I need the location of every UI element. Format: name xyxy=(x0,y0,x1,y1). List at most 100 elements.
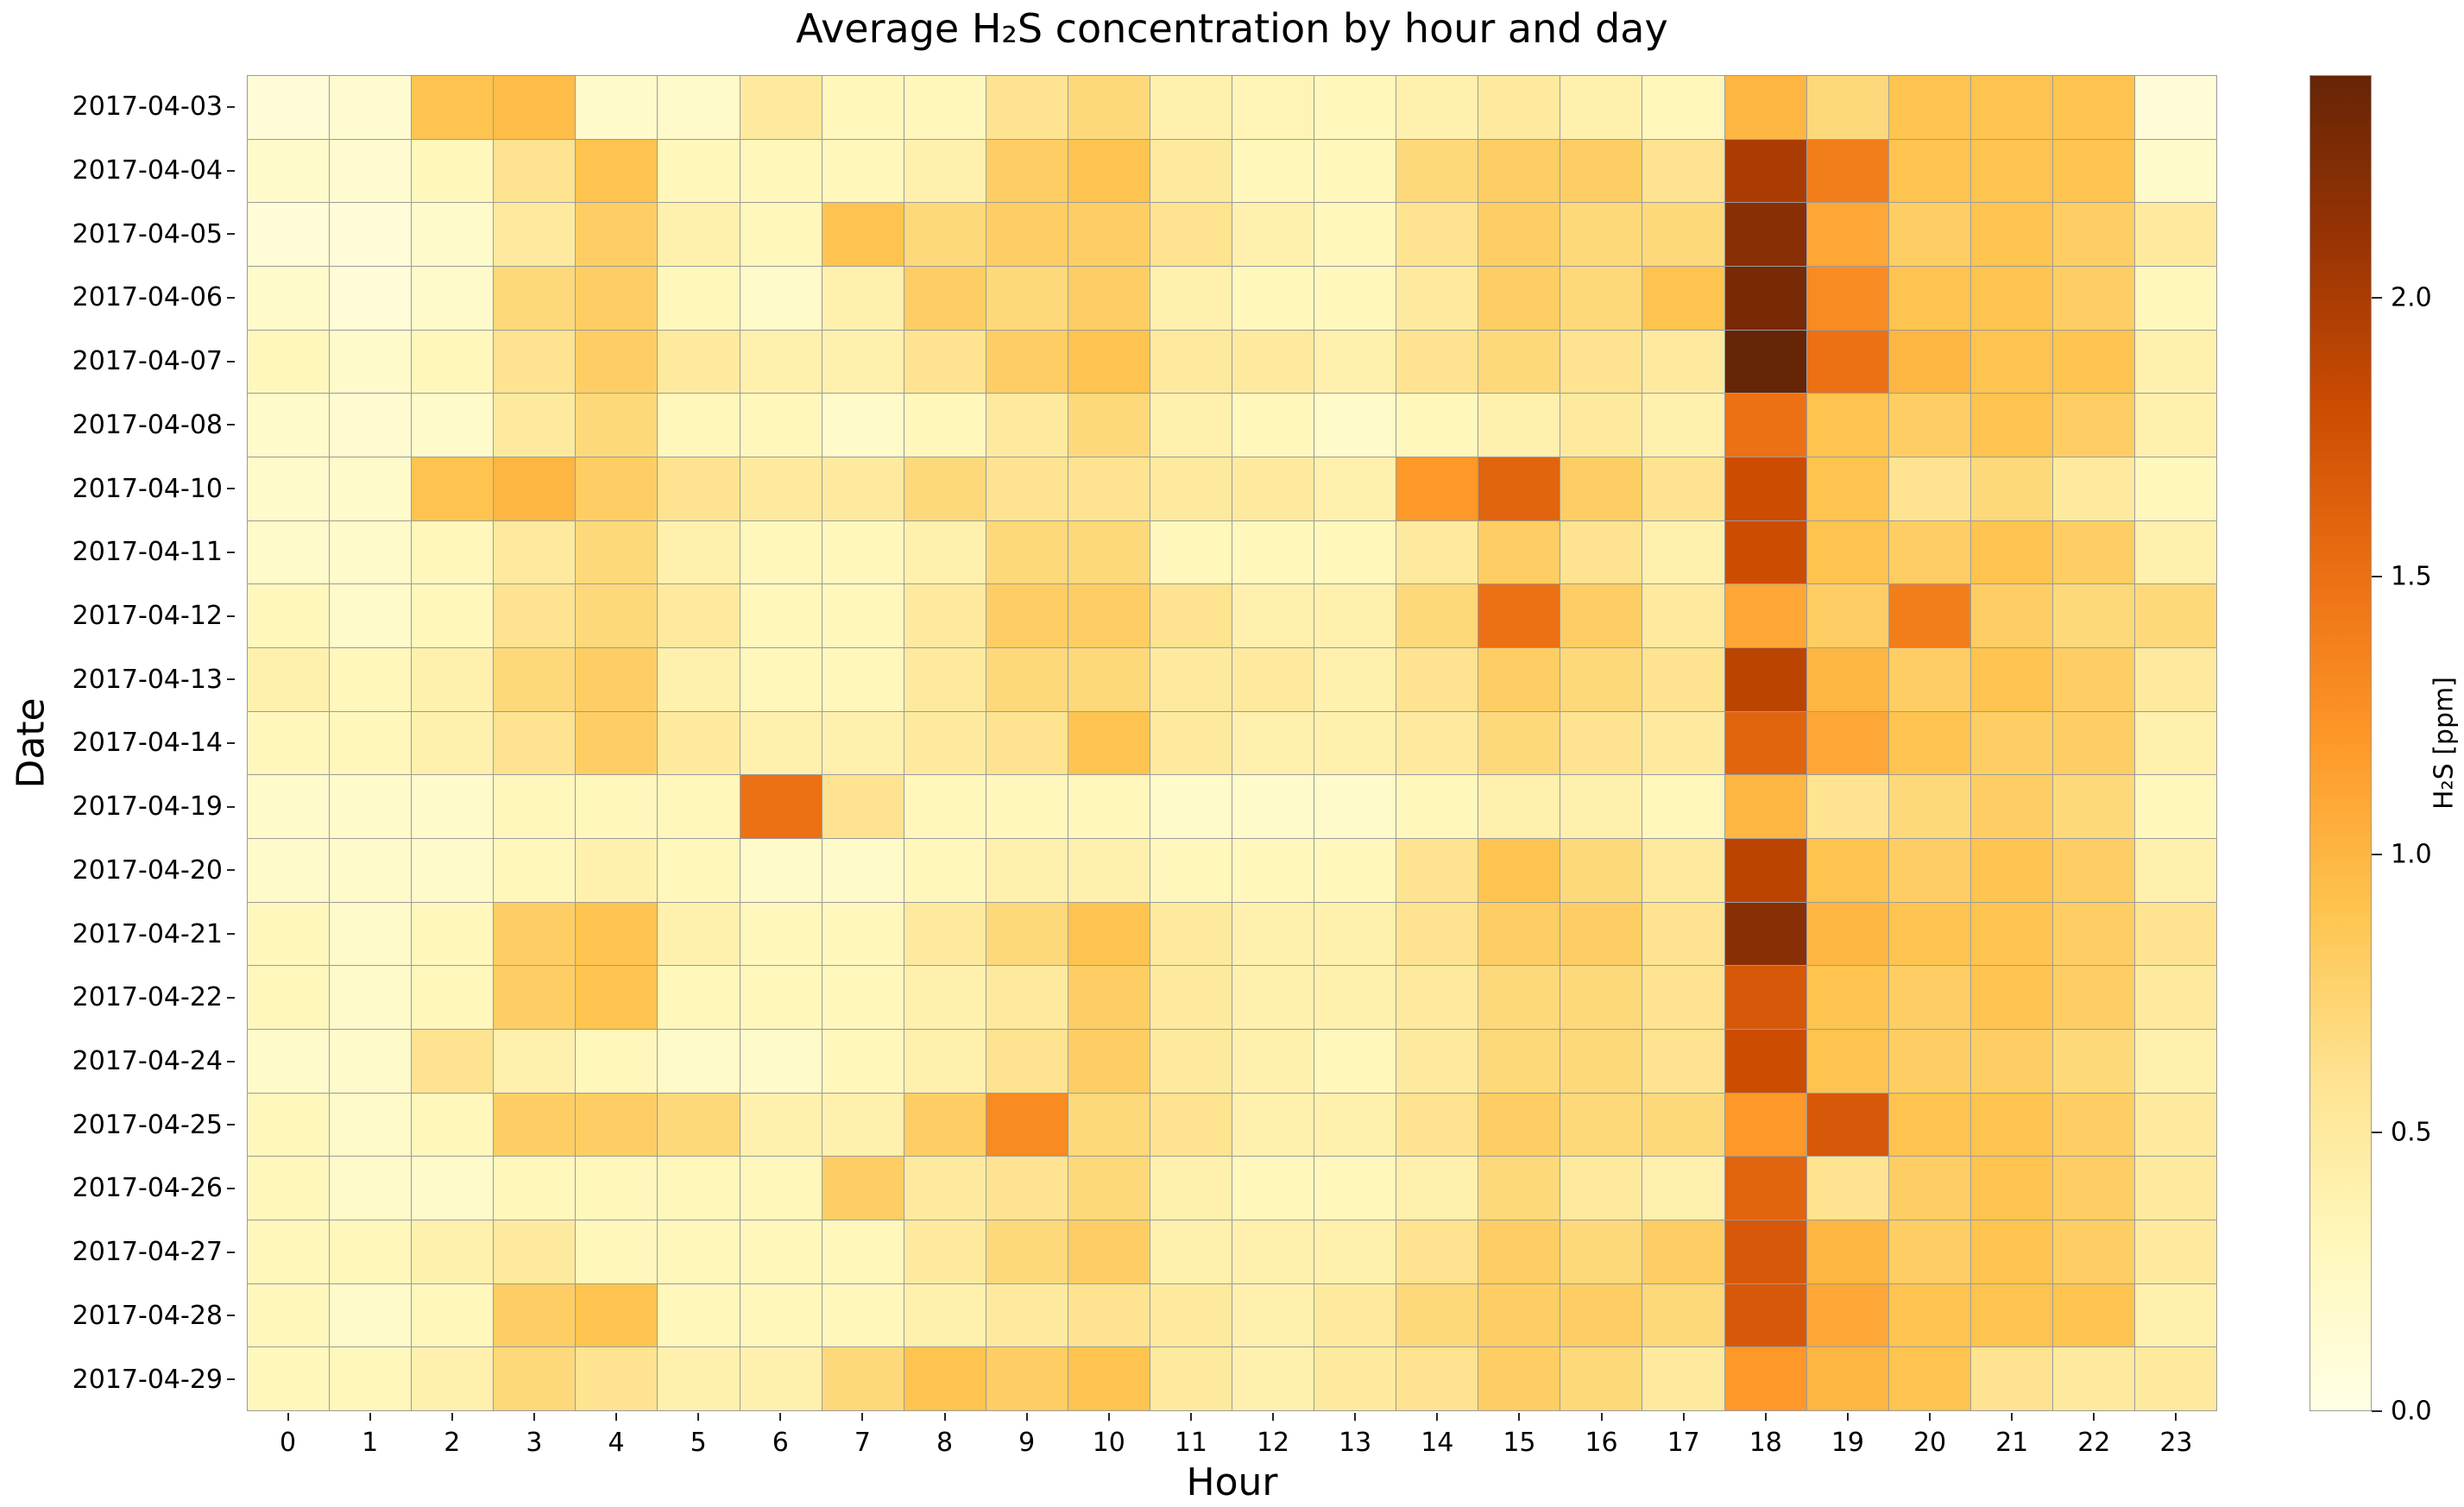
heatmap-cell xyxy=(1806,330,1888,394)
heatmap-cell xyxy=(2052,1220,2134,1283)
heatmap-cell xyxy=(248,457,330,520)
y-tick-label: 2017-04-14 xyxy=(0,711,236,775)
heatmap-cell xyxy=(576,838,658,902)
heatmap-cell xyxy=(1806,1220,1888,1283)
heatmap-cell xyxy=(1724,1347,1806,1410)
heatmap-cell xyxy=(1232,838,1314,902)
x-tick-label: 4 xyxy=(576,1413,658,1458)
heatmap-cell xyxy=(2052,966,2134,1029)
heatmap-cell xyxy=(412,203,494,266)
heatmap-cell xyxy=(330,1283,412,1347)
heatmap-cell xyxy=(1314,775,1396,838)
heatmap-cell xyxy=(248,394,330,457)
heatmap-cell xyxy=(494,1157,576,1220)
heatmap-cell xyxy=(1478,76,1560,139)
heatmap-cell xyxy=(330,1220,412,1283)
heatmap-cell xyxy=(1478,520,1560,584)
heatmap-cell xyxy=(1724,394,1806,457)
heatmap-cell xyxy=(1560,775,1642,838)
y-tick-label: 2017-04-03 xyxy=(0,75,236,139)
y-tick-label: 2017-04-11 xyxy=(0,520,236,584)
heatmap-cell xyxy=(1970,902,2052,966)
x-tick-label: 21 xyxy=(1971,1413,2053,1458)
heatmap-cell xyxy=(576,711,658,775)
heatmap-cell xyxy=(1560,139,1642,203)
heatmap-cell xyxy=(2052,76,2134,139)
heatmap-cell xyxy=(1806,647,1888,711)
heatmap-cell xyxy=(1724,775,1806,838)
heatmap-cell xyxy=(1314,1093,1396,1157)
heatmap-cell xyxy=(412,76,494,139)
heatmap-cell xyxy=(1396,266,1478,330)
y-tick-label: 2017-04-07 xyxy=(0,330,236,394)
heatmap-cell xyxy=(412,902,494,966)
heatmap-cell xyxy=(576,1029,658,1093)
colorbar-tick-label: 1.5 xyxy=(2391,561,2432,591)
heatmap-cell xyxy=(2134,1093,2216,1157)
heatmap-cell xyxy=(2134,457,2216,520)
heatmap-cell xyxy=(1232,457,1314,520)
heatmap-cell xyxy=(1068,266,1150,330)
heatmap-cell xyxy=(1970,330,2052,394)
x-tick-label: 10 xyxy=(1068,1413,1150,1458)
heatmap-cell xyxy=(1068,1093,1150,1157)
heatmap-cell xyxy=(904,266,986,330)
heatmap-cell xyxy=(1560,520,1642,584)
heatmap-cell xyxy=(2134,1029,2216,1093)
heatmap-cell xyxy=(986,902,1068,966)
heatmap-cell xyxy=(1068,838,1150,902)
heatmap-cell xyxy=(2134,394,2216,457)
heatmap-cell xyxy=(1642,520,1724,584)
heatmap-cell xyxy=(1806,838,1888,902)
x-tick-label: 6 xyxy=(740,1413,822,1458)
heatmap-cell xyxy=(1724,266,1806,330)
heatmap-cell xyxy=(658,838,740,902)
heatmap-cell xyxy=(330,76,412,139)
heatmap-cell xyxy=(1314,139,1396,203)
heatmap-cell xyxy=(986,266,1068,330)
heatmap-cell xyxy=(1970,711,2052,775)
heatmap-cell xyxy=(1396,457,1478,520)
heatmap-cell xyxy=(1232,1029,1314,1093)
heatmap-cell xyxy=(2052,330,2134,394)
heatmap-cell xyxy=(1150,1347,1232,1410)
heatmap-cell xyxy=(248,76,330,139)
heatmap-cell xyxy=(1068,584,1150,647)
heatmap-cell xyxy=(412,1093,494,1157)
heatmap-cell xyxy=(1314,966,1396,1029)
heatmap-cell xyxy=(1314,584,1396,647)
heatmap-cell xyxy=(494,520,576,584)
heatmap-cell xyxy=(1396,584,1478,647)
heatmap-cell xyxy=(1642,266,1724,330)
colorbar-tick-label: 0.0 xyxy=(2391,1396,2432,1427)
heatmap-cell xyxy=(1560,266,1642,330)
heatmap-cell xyxy=(1478,457,1560,520)
heatmap-cell xyxy=(1560,457,1642,520)
heatmap-cell xyxy=(822,775,904,838)
heatmap-cell xyxy=(248,1029,330,1093)
heatmap-cell xyxy=(412,1029,494,1093)
heatmap-cell xyxy=(1724,139,1806,203)
y-tick-label: 2017-04-19 xyxy=(0,775,236,839)
heatmap-cell xyxy=(1560,1029,1642,1093)
heatmap-cell xyxy=(1478,266,1560,330)
heatmap-cell xyxy=(412,330,494,394)
heatmap-cell xyxy=(2052,838,2134,902)
heatmap-cell xyxy=(248,203,330,266)
y-tick-label: 2017-04-10 xyxy=(0,457,236,520)
heatmap-cell xyxy=(1888,584,1970,647)
heatmap-cell xyxy=(1806,139,1888,203)
heatmap-cell xyxy=(2134,330,2216,394)
heatmap-cell xyxy=(740,330,822,394)
heatmap-cell xyxy=(1396,838,1478,902)
heatmap-cell xyxy=(986,1347,1068,1410)
heatmap-cell xyxy=(412,266,494,330)
heatmap-cell xyxy=(248,1347,330,1410)
heatmap-cell xyxy=(1642,1220,1724,1283)
heatmap-cell xyxy=(822,203,904,266)
heatmap-cell xyxy=(1642,1283,1724,1347)
y-tick-label: 2017-04-04 xyxy=(0,139,236,203)
heatmap-cell xyxy=(740,457,822,520)
heatmap-cell xyxy=(1888,1157,1970,1220)
